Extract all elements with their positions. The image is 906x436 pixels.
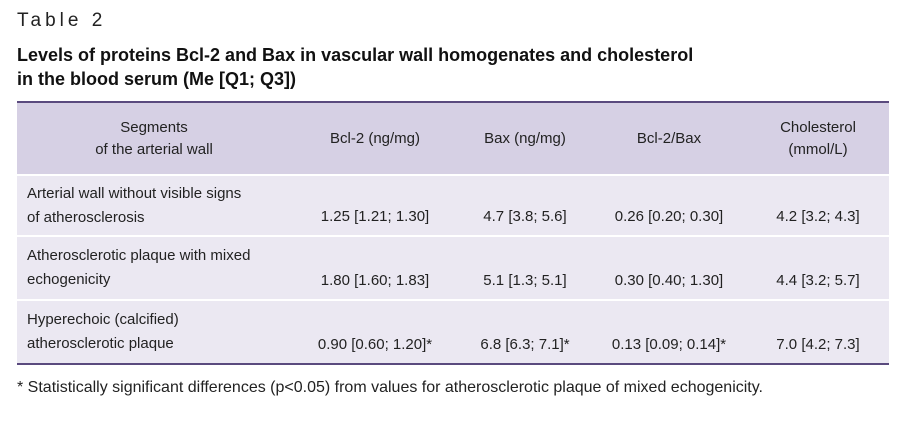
cell-segment: Atherosclerotic plaque with mixed echoge… <box>17 236 291 300</box>
header-ratio: Bcl-2/Bax <box>636 129 702 147</box>
table-body: Arterial wall without visible signs of a… <box>17 175 889 364</box>
header-segments: Segments of the arterial wall <box>17 102 291 175</box>
segment-line2: of atherosclerosis <box>27 208 145 226</box>
cell-bax: 5.1 [1.3; 5.1] <box>483 272 567 289</box>
cell-cholesterol: 4.4 [3.2; 5.7] <box>776 272 860 289</box>
footnote: * Statistically significant differences … <box>17 379 763 396</box>
cell-ratio: 0.13 [0.09; 0.14]* <box>611 336 727 353</box>
segment-line1: Hyperechoic (calcified) <box>27 311 179 328</box>
header-bcl2: Bcl-2 (ng/mg) <box>329 129 421 147</box>
table-title-line1: Levels of proteins Bcl-2 and Bax in vasc… <box>17 45 694 65</box>
cell-segment: Arterial wall without visible signs of a… <box>17 175 291 236</box>
header-cholesterol: Cholesterol (mmol/L) <box>747 102 889 175</box>
header-segments-line1: Segments <box>120 118 188 136</box>
cell-bax: 6.8 [6.3; 7.1]* <box>480 336 570 353</box>
table-row: Atherosclerotic plaque with mixed echoge… <box>17 236 889 300</box>
table-row: Hyperechoic (calcified) atherosclerotic … <box>17 300 889 364</box>
cell-cholesterol: 7.0 [4.2; 7.3] <box>776 336 860 353</box>
cell-bcl2: 0.90 [0.60; 1.20]* <box>317 336 433 353</box>
data-table: Segments of the arterial wall Bcl-2 (ng/… <box>17 101 889 365</box>
table-title: Levels of proteins Bcl-2 and Bax in vasc… <box>17 43 877 91</box>
table-header: Segments of the arterial wall Bcl-2 (ng/… <box>17 102 889 175</box>
segment-line2: echogenicity <box>27 271 111 288</box>
cell-segment: Hyperechoic (calcified) atherosclerotic … <box>17 300 291 364</box>
segment-line1: Arterial wall without visible signs <box>27 184 242 202</box>
cell-bax: 4.7 [3.8; 5.6] <box>483 208 567 225</box>
cell-bcl2: 1.80 [1.60; 1.83] <box>320 272 430 289</box>
segment-line2: atherosclerotic plaque <box>27 335 174 352</box>
table-label: Table 2 <box>17 10 107 31</box>
header-cholesterol-line1: Cholesterol <box>780 118 856 136</box>
cell-bcl2: 1.25 [1.21; 1.30] <box>320 208 430 225</box>
header-cholesterol-line2: (mmol/L) <box>788 140 848 158</box>
header-bax: Bax (ng/mg) <box>484 129 566 147</box>
header-segments-line2: of the arterial wall <box>95 140 213 158</box>
cell-ratio: 0.30 [0.40; 1.30] <box>614 272 724 289</box>
cell-ratio: 0.26 [0.20; 0.30] <box>614 208 724 225</box>
table-title-line2: in the blood serum (Me [Q1; Q3]) <box>17 69 297 89</box>
cell-cholesterol: 4.2 [3.2; 4.3] <box>776 208 860 225</box>
table-row: Arterial wall without visible signs of a… <box>17 175 889 236</box>
segment-line1: Atherosclerotic plaque with mixed <box>27 247 251 264</box>
data-table-container: Segments of the arterial wall Bcl-2 (ng/… <box>17 101 889 365</box>
header-row: Segments of the arterial wall Bcl-2 (ng/… <box>17 102 889 175</box>
